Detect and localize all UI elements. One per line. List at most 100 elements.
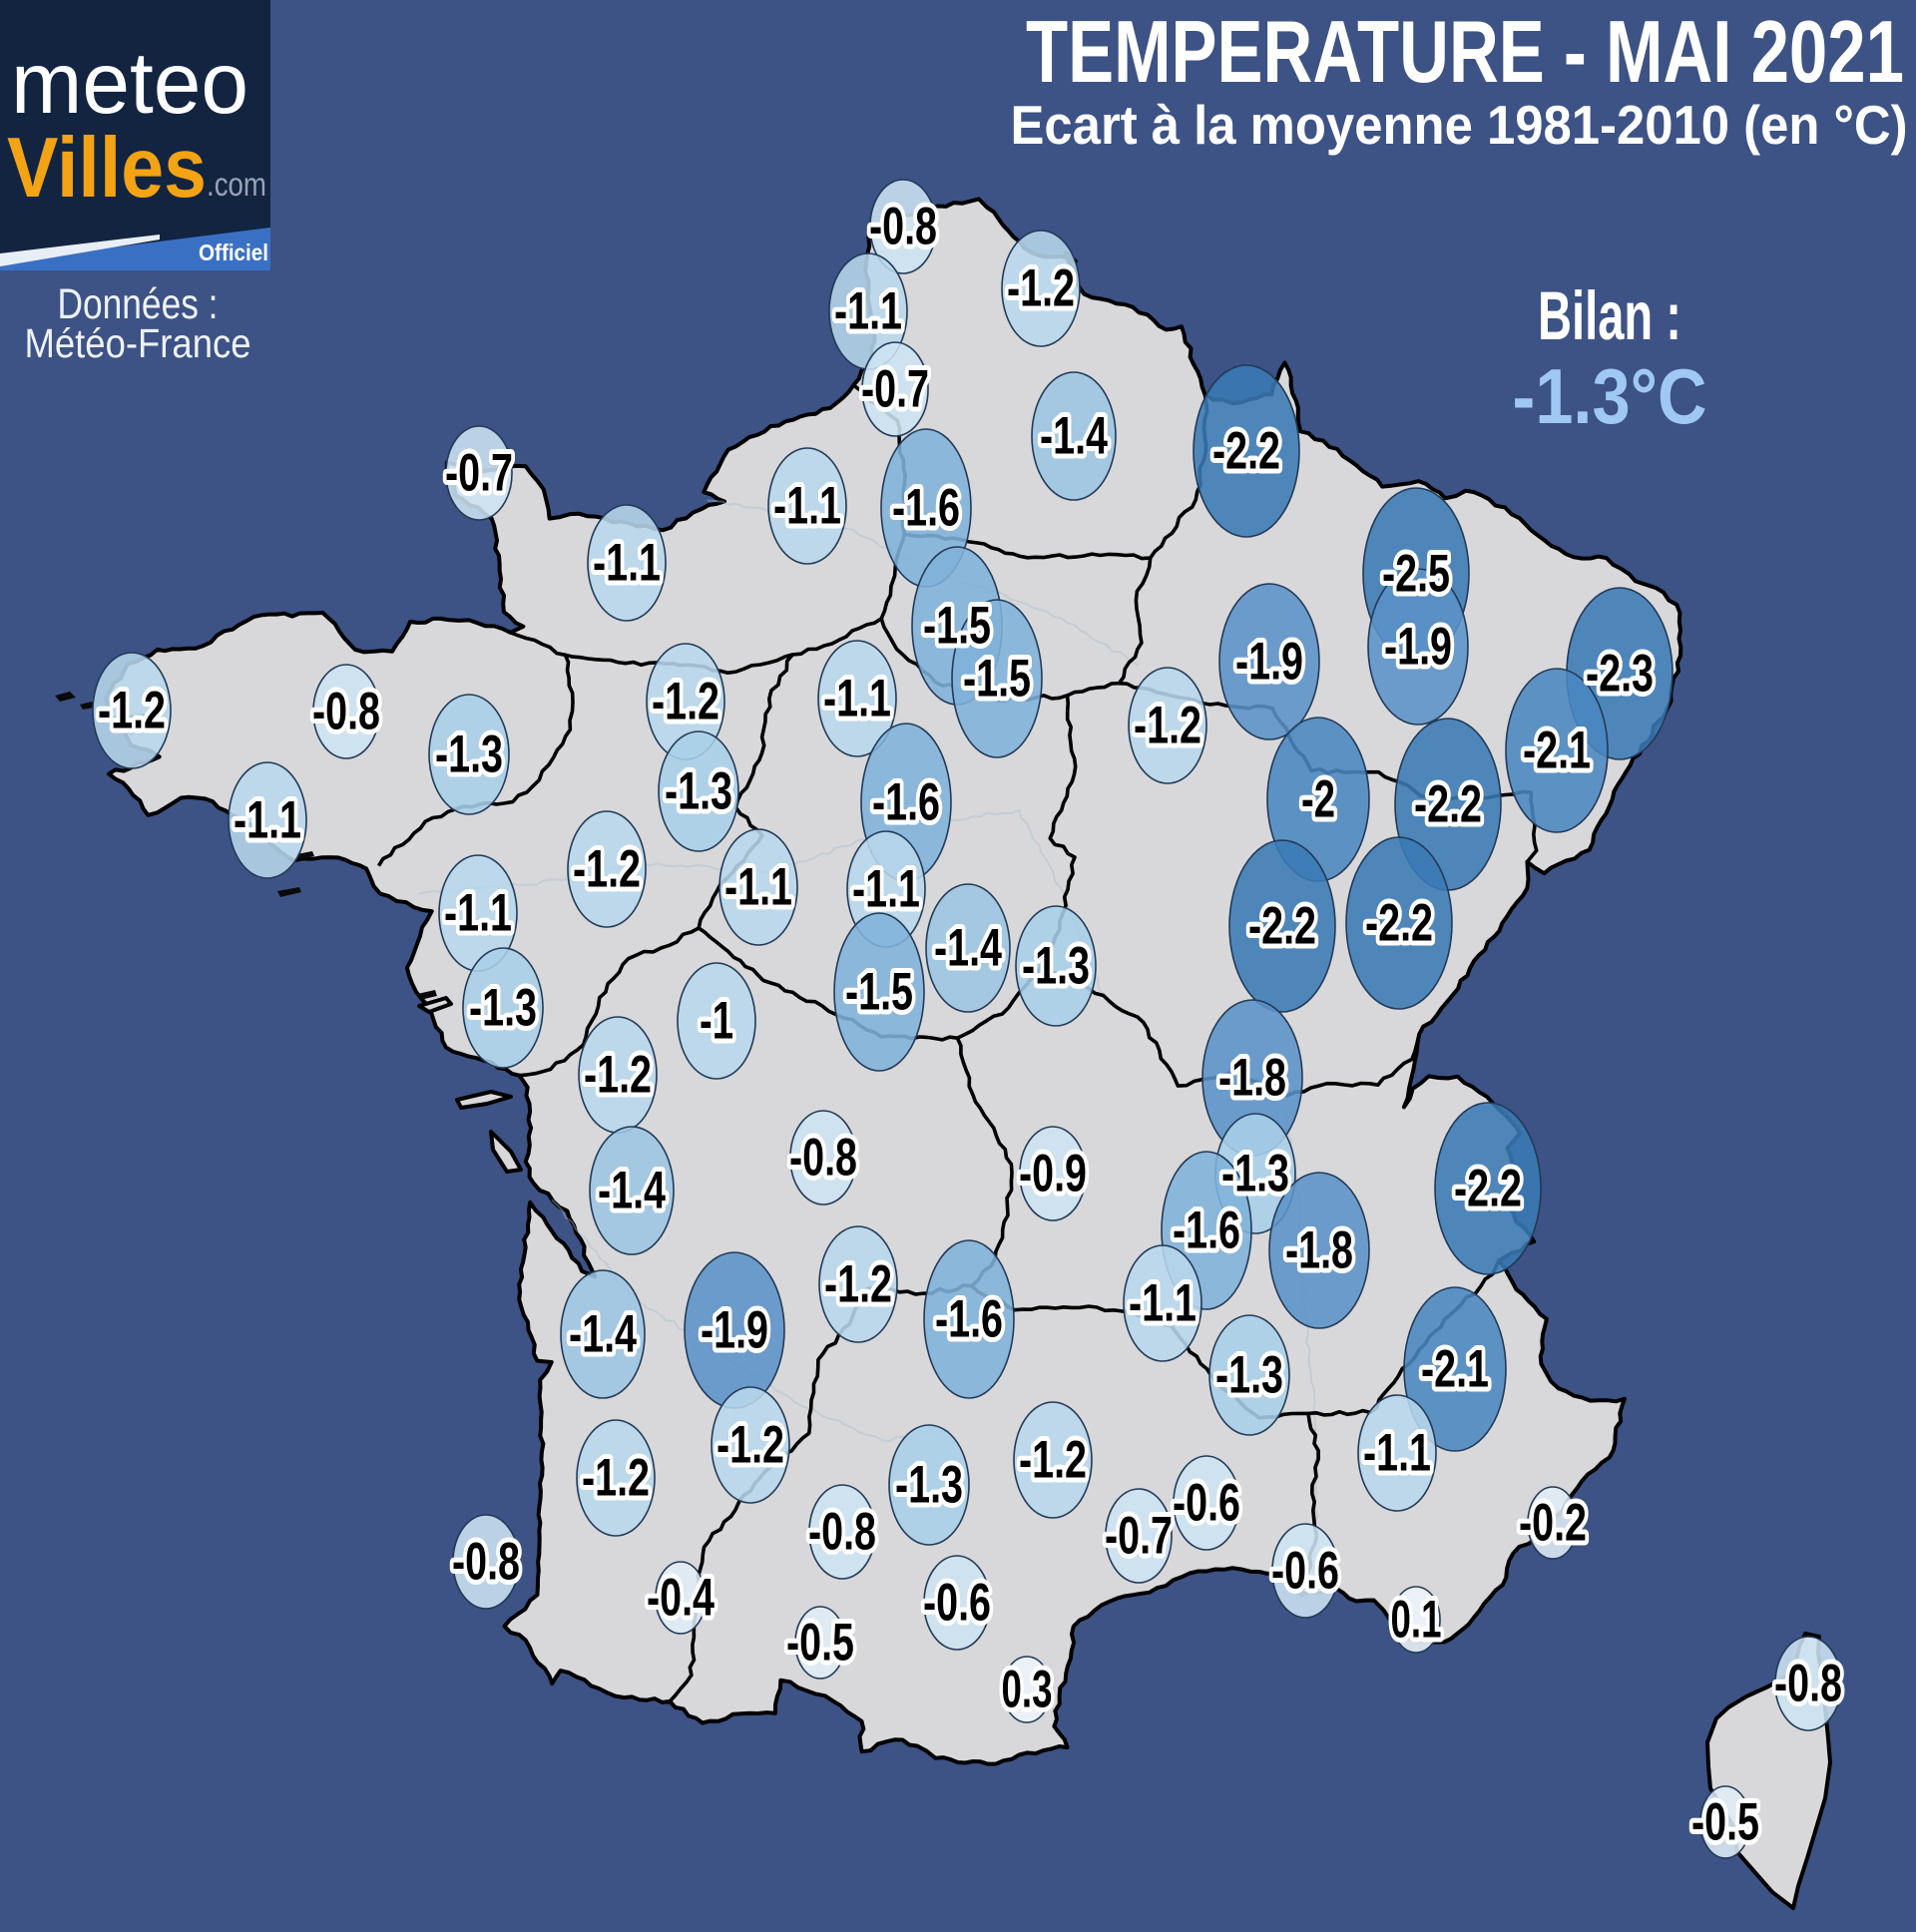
svg-text:-1.1: -1.1 xyxy=(823,670,891,728)
svg-text:-1.9: -1.9 xyxy=(701,1301,768,1360)
svg-text:-1.2: -1.2 xyxy=(1134,697,1201,755)
svg-text:Villes: Villes xyxy=(7,121,207,216)
svg-text:-0.6: -0.6 xyxy=(923,1574,991,1633)
svg-text:-0.6: -0.6 xyxy=(1173,1474,1240,1533)
svg-text:-0.8: -0.8 xyxy=(869,198,937,256)
svg-text:-1.2: -1.2 xyxy=(573,840,641,899)
svg-text:-1.1: -1.1 xyxy=(593,534,661,593)
svg-text:-1.1: -1.1 xyxy=(234,791,301,850)
svg-text:-0.7: -0.7 xyxy=(1105,1507,1173,1566)
svg-text:-1.6: -1.6 xyxy=(892,479,960,538)
svg-text:-1.1: -1.1 xyxy=(852,860,920,919)
svg-text:-2.1: -2.1 xyxy=(1523,722,1591,780)
svg-text:-1.3: -1.3 xyxy=(1221,1145,1289,1204)
svg-text:-1.2: -1.2 xyxy=(98,682,166,740)
svg-text:-0.2: -0.2 xyxy=(1519,1494,1587,1553)
svg-text:meteo: meteo xyxy=(11,35,248,132)
svg-text:-0.8: -0.8 xyxy=(1774,1655,1842,1713)
svg-text:-1.6: -1.6 xyxy=(935,1290,1003,1349)
svg-text:-1.1: -1.1 xyxy=(834,282,902,341)
svg-text:-2.2: -2.2 xyxy=(1212,422,1280,481)
svg-text:-1.6: -1.6 xyxy=(935,1290,1003,1349)
svg-text:-0.8: -0.8 xyxy=(869,198,937,256)
svg-text:-2.2: -2.2 xyxy=(1454,1160,1522,1218)
svg-text:-1.1: -1.1 xyxy=(724,858,792,917)
svg-text:-0.5: -0.5 xyxy=(786,1614,854,1673)
svg-text:-1.9: -1.9 xyxy=(1384,618,1452,677)
svg-text:.com: .com xyxy=(207,166,266,203)
svg-text:-1.9: -1.9 xyxy=(701,1301,768,1360)
svg-text:-1.1: -1.1 xyxy=(1129,1274,1197,1333)
svg-text:Météo-France: Météo-France xyxy=(25,320,251,366)
svg-text:-2.1: -2.1 xyxy=(1523,722,1591,780)
svg-text:-0.6: -0.6 xyxy=(1173,1474,1240,1533)
svg-text:-1.5: -1.5 xyxy=(845,963,913,1022)
svg-text:-1.1: -1.1 xyxy=(593,534,661,593)
svg-text:-1.6: -1.6 xyxy=(892,479,960,538)
svg-text:-1.3: -1.3 xyxy=(1215,1346,1283,1405)
svg-text:-1.3: -1.3 xyxy=(1221,1145,1289,1204)
svg-text:-1.3: -1.3 xyxy=(435,725,503,784)
svg-text:-1.4: -1.4 xyxy=(1040,407,1108,466)
svg-text:-1.6: -1.6 xyxy=(872,773,940,832)
svg-text:-1.4: -1.4 xyxy=(598,1162,666,1220)
svg-text:-1.1: -1.1 xyxy=(834,282,902,341)
svg-text:-2.1: -2.1 xyxy=(1421,1340,1489,1399)
svg-text:-1.5: -1.5 xyxy=(923,597,991,656)
svg-text:-1.2: -1.2 xyxy=(582,1449,650,1508)
svg-text:-0.5: -0.5 xyxy=(786,1614,854,1673)
svg-text:-2: -2 xyxy=(1301,770,1335,829)
svg-text:-0.6: -0.6 xyxy=(1271,1542,1339,1601)
svg-text:-0.8: -0.8 xyxy=(808,1503,876,1562)
svg-text:-0.6: -0.6 xyxy=(923,1574,991,1633)
svg-text:-2.1: -2.1 xyxy=(1421,1340,1489,1399)
svg-text:0.3: 0.3 xyxy=(1002,1661,1053,1719)
svg-text:-1.1: -1.1 xyxy=(444,884,512,943)
svg-text:-1.1: -1.1 xyxy=(444,884,512,943)
svg-text:-1.8: -1.8 xyxy=(1285,1221,1353,1280)
svg-text:-1.1: -1.1 xyxy=(1363,1424,1431,1483)
svg-text:-1: -1 xyxy=(700,992,733,1051)
svg-text:-1.3: -1.3 xyxy=(1022,937,1090,996)
svg-text:-0.4: -0.4 xyxy=(647,1569,715,1628)
svg-text:-1.4: -1.4 xyxy=(934,919,1002,978)
svg-text:-2.2: -2.2 xyxy=(1365,894,1433,953)
svg-text:-1.1: -1.1 xyxy=(724,858,792,917)
svg-text:-1: -1 xyxy=(700,992,733,1051)
svg-text:-1.3: -1.3 xyxy=(665,762,732,821)
svg-text:-1.2: -1.2 xyxy=(824,1255,892,1314)
svg-text:-2.3: -2.3 xyxy=(1586,645,1654,704)
svg-text:-1.5: -1.5 xyxy=(923,597,991,656)
svg-text:-0.8: -0.8 xyxy=(789,1129,857,1188)
svg-text:-1.9: -1.9 xyxy=(1235,633,1303,692)
svg-text:-1.2: -1.2 xyxy=(1019,1431,1087,1490)
svg-text:-1.1: -1.1 xyxy=(1129,1274,1197,1333)
svg-text:-1.2: -1.2 xyxy=(584,1046,652,1105)
svg-text:-0.8: -0.8 xyxy=(789,1129,857,1188)
svg-text:-1.3: -1.3 xyxy=(895,1456,963,1515)
svg-text:-1.3: -1.3 xyxy=(895,1456,963,1515)
svg-text:-1.4: -1.4 xyxy=(1040,407,1108,466)
svg-text:-1.9: -1.9 xyxy=(1384,618,1452,677)
svg-text:-1.3: -1.3 xyxy=(1022,937,1090,996)
svg-text:TEMPERATURE - MAI 2021: TEMPERATURE - MAI 2021 xyxy=(1026,2,1904,101)
svg-text:-1.6: -1.6 xyxy=(872,773,940,832)
svg-text:-1.5: -1.5 xyxy=(963,650,1031,709)
svg-text:-0.7: -0.7 xyxy=(445,444,513,503)
svg-text:-1.5: -1.5 xyxy=(963,650,1031,709)
svg-text:-1.4: -1.4 xyxy=(934,919,1002,978)
svg-text:-1.4: -1.4 xyxy=(598,1162,666,1220)
svg-text:-0.9: -0.9 xyxy=(1019,1145,1087,1204)
svg-text:-1.2: -1.2 xyxy=(1007,259,1075,318)
svg-text:-0.8: -0.8 xyxy=(1774,1655,1842,1713)
svg-text:-0.8: -0.8 xyxy=(452,1533,520,1592)
svg-text:0.1: 0.1 xyxy=(1391,1591,1442,1650)
svg-text:-0.7: -0.7 xyxy=(861,360,929,419)
svg-text:-2.5: -2.5 xyxy=(1382,545,1450,604)
svg-text:-1.2: -1.2 xyxy=(573,840,641,899)
svg-text:-1.2: -1.2 xyxy=(98,682,166,740)
svg-text:-1.8: -1.8 xyxy=(1285,1221,1353,1280)
svg-text:-0.8: -0.8 xyxy=(808,1503,876,1562)
svg-text:Données :: Données : xyxy=(58,280,219,328)
svg-text:-0.7: -0.7 xyxy=(861,360,929,419)
